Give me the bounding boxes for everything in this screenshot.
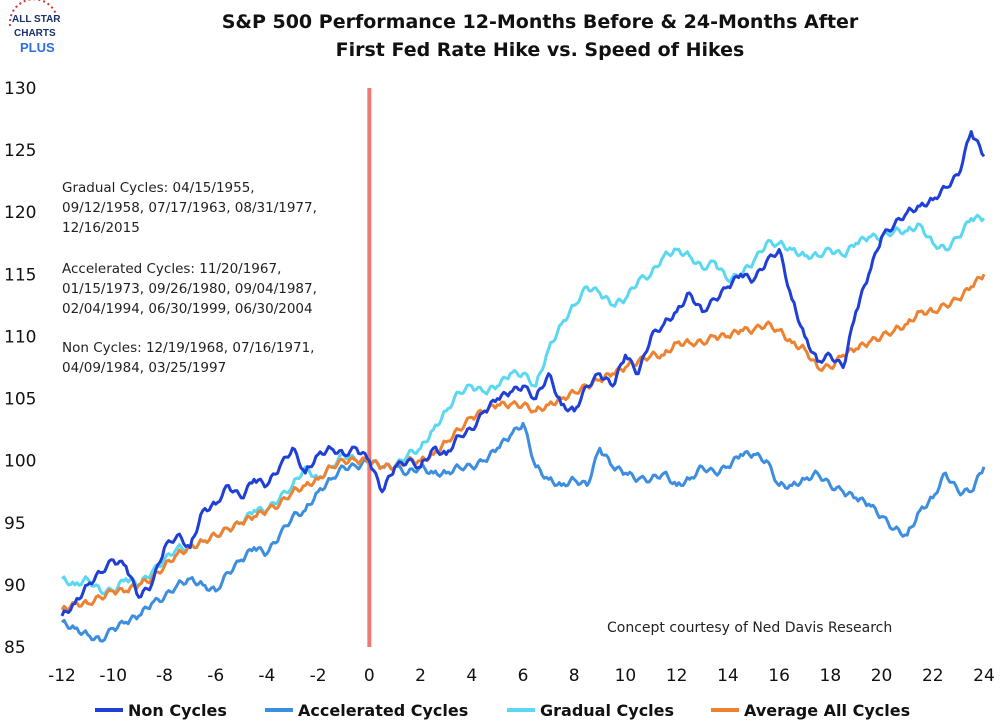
series-line-average-all-cycles — [60, 273, 986, 612]
y-tick-label: 85 — [4, 638, 26, 658]
non-note-line-1: Non Cycles: 12/19/1968, 07/16/1971, — [62, 340, 314, 356]
logo-line-2: CHARTS — [14, 28, 56, 39]
chart-title-line-2: First Fed Rate Hike vs. Speed of Hikes — [336, 39, 745, 61]
x-tick-label: 24 — [973, 666, 995, 686]
logo-line-3: PLUS — [20, 40, 55, 55]
accelerated-note-line-3: 02/04/1994, 06/30/1999, 06/30/2004 — [62, 301, 313, 317]
chart-title-line-1: S&P 500 Performance 12-Months Before & 2… — [222, 11, 859, 33]
series-line-accelerated-cycles — [60, 421, 986, 643]
x-tick-label: 18 — [820, 666, 842, 686]
x-tick-label: -6 — [207, 666, 224, 686]
non-note-line-2: 04/09/1984, 03/25/1997 — [62, 360, 226, 376]
gradual-note-line-2: 09/12/1958, 07/17/1963, 08/31/1977, — [62, 200, 317, 216]
x-tick-label: 6 — [518, 666, 529, 686]
x-tick-label: 0 — [364, 666, 375, 686]
series-layer — [60, 130, 986, 643]
legend-label: Non Cycles — [128, 701, 227, 720]
x-tick-label: -10 — [99, 666, 127, 686]
x-tick-label: 8 — [569, 666, 580, 686]
x-axis: -12 -10 -8 -6 -4 -2 0 2 4 6 8 10 12 14 16 18 20 22 24 — [48, 666, 995, 686]
x-tick-label: -12 — [48, 666, 76, 686]
y-tick-label: 115 — [4, 265, 36, 285]
x-tick-label: -8 — [156, 666, 173, 686]
x-tick-label: 2 — [415, 666, 426, 686]
legend-label: Gradual Cycles — [540, 701, 674, 720]
legend-label: Average All Cycles — [744, 701, 910, 720]
y-tick-label: 90 — [4, 576, 26, 596]
y-tick-label: 105 — [4, 390, 36, 410]
credit-note: Concept courtesy of Ned Davis Research — [607, 620, 892, 636]
x-tick-label: 20 — [871, 666, 893, 686]
y-tick-label: 130 — [4, 79, 36, 99]
cycle-dates-note: Gradual Cycles: 04/15/1955, 09/12/1958, … — [62, 180, 317, 376]
y-tick-label: 120 — [4, 203, 36, 223]
gradual-note-line-3: 12/16/2015 — [62, 220, 140, 236]
brand-logo: ALL STAR CHARTS PLUS — [8, 0, 61, 55]
accelerated-note-line-2: 01/15/1973, 09/26/1980, 09/04/1987, — [62, 281, 317, 297]
x-tick-label: 22 — [922, 666, 944, 686]
x-tick-label: 10 — [615, 666, 637, 686]
x-tick-label: -2 — [310, 666, 327, 686]
y-tick-label: 100 — [4, 452, 36, 472]
x-tick-label: 14 — [717, 666, 739, 686]
x-tick-label: 12 — [666, 666, 688, 686]
x-tick-label: 16 — [768, 666, 790, 686]
series-line-non-cycles — [60, 130, 986, 617]
y-axis: 85 90 95 100 105 110 115 120 125 130 — [4, 79, 36, 658]
legend: Non Cycles Accelerated Cycles Gradual Cycl… — [95, 701, 910, 720]
y-tick-label: 110 — [4, 327, 36, 347]
x-tick-label: -4 — [258, 666, 275, 686]
gradual-note-line-1: Gradual Cycles: 04/15/1955, — [62, 180, 255, 196]
logo-line-1: ALL STAR — [12, 14, 61, 25]
legend-label: Accelerated Cycles — [298, 701, 468, 720]
x-tick-label: 4 — [466, 666, 477, 686]
y-tick-label: 95 — [4, 514, 26, 534]
accelerated-note-line-1: Accelerated Cycles: 11/20/1967, — [62, 261, 281, 277]
y-tick-label: 125 — [4, 141, 36, 161]
